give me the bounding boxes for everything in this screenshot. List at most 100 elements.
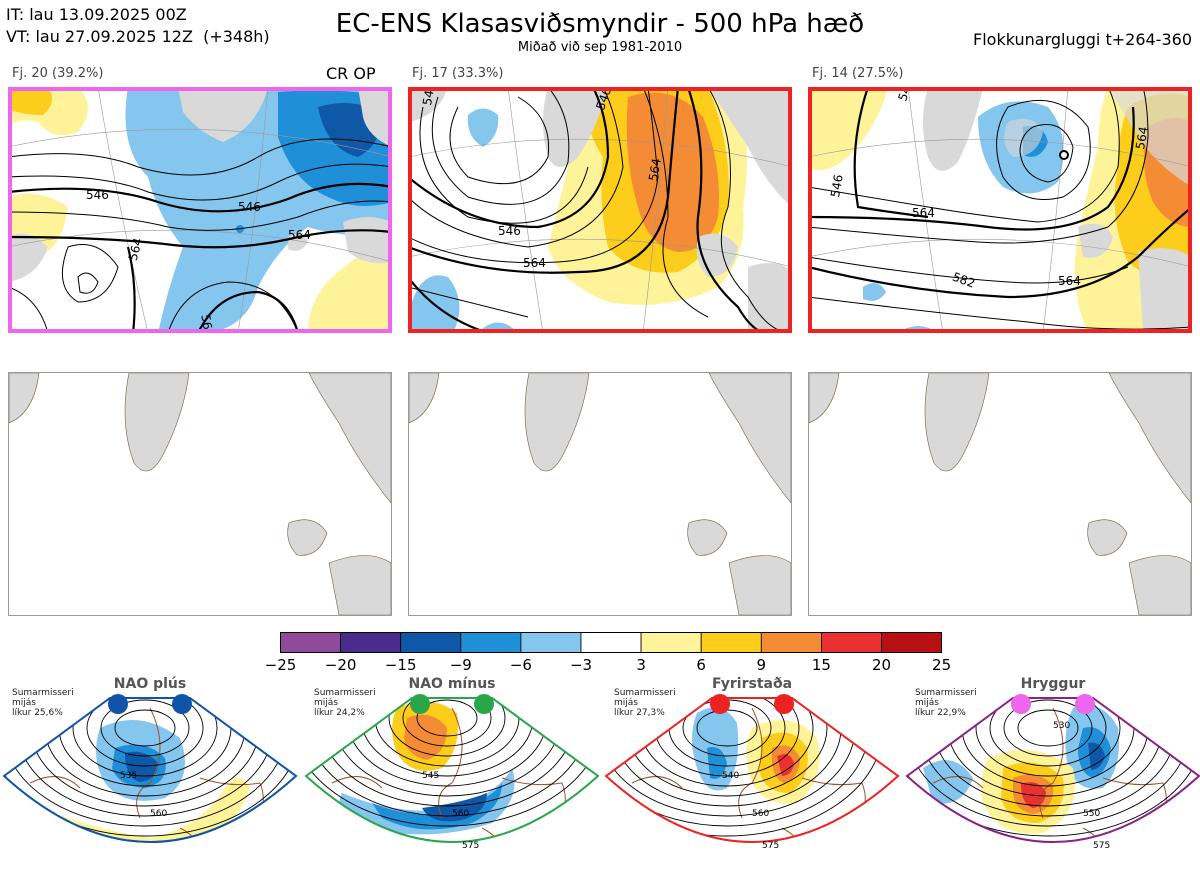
colorbar-tick-label: −15: [384, 656, 417, 674]
contour-label: 564: [646, 157, 664, 182]
empty-map-3[interactable]: [808, 372, 1192, 616]
regime-title: NAO plús: [113, 676, 187, 692]
regime-title: Fyrirstaða: [711, 676, 793, 692]
regime-dot-icon: [172, 694, 192, 714]
colorbar-tick-label: 9: [756, 656, 767, 674]
regime-dot-icon: [774, 694, 794, 714]
cluster-3-map[interactable]: 546 546 564 564 582 564: [808, 87, 1192, 333]
colorbar-tick-label: −6: [509, 656, 532, 674]
valid-time: VT: lau 27.09.2025 12Z (+348h): [6, 27, 270, 46]
contour-label: 564: [126, 236, 145, 262]
height-contour: [907, 698, 1199, 837]
regime-map[interactable]: 530 550 575: [903, 688, 1200, 868]
cluster-1-map[interactable]: 546 546 564 564 564: [8, 87, 392, 333]
empty-map-2[interactable]: [408, 372, 792, 616]
contour-label: 540: [722, 771, 739, 781]
regime-dot-icon: [710, 694, 730, 714]
colorbar-cell: [460, 632, 522, 653]
colorbar-cell: [340, 632, 402, 653]
colorbar-cell: [520, 632, 582, 653]
coastline: [29, 707, 264, 842]
colorbar-cell: [640, 632, 702, 653]
run-info: IT: lau 13.09.2025 00Z VT: lau 27.09.2025…: [6, 4, 270, 48]
cluster-2-map[interactable]: 546 546 564 546 564: [408, 87, 792, 333]
contour-label: 575: [462, 841, 479, 851]
regime-note: Sumarmisseri mijás líkur 22,9%: [915, 688, 977, 718]
contour-label: 560: [452, 809, 469, 819]
cluster-frame: [8, 87, 392, 333]
contour-label: 564: [288, 228, 311, 242]
regime-title: NAO mínus: [408, 676, 496, 692]
regime-map[interactable]: 540 560 575: [602, 688, 902, 868]
contour-label: 575: [1093, 841, 1110, 851]
coastline: [932, 707, 1167, 842]
anomaly-area: [707, 747, 727, 779]
regime-dot-icon: [1011, 694, 1031, 714]
contour-label: 575: [762, 841, 779, 851]
regime-dot-icon: [474, 694, 494, 714]
colorbar-tick-label: −20: [324, 656, 357, 674]
colorbar-cell: [280, 632, 341, 653]
cluster-1-label: Fj. 20 (39.2%): [12, 66, 104, 81]
contour-label: 546: [498, 224, 521, 238]
contour-label: 564: [1058, 274, 1081, 288]
anomaly-area: [923, 760, 973, 804]
anomaly-area: [1013, 854, 1043, 862]
colorbar: [280, 632, 942, 653]
regime-frame: [304, 697, 600, 843]
regime-note: Sumarmisseri mijás líkur 27,3%: [614, 688, 676, 718]
regime-map[interactable]: 535 560: [0, 688, 300, 868]
regime-map[interactable]: 545 560 575: [302, 688, 602, 868]
regime-note: Sumarmisseri mijás líkur 24,2%: [314, 688, 376, 718]
cluster-frame: [808, 87, 1192, 333]
contour-label: 546: [828, 173, 846, 198]
regime-frame: [604, 697, 900, 843]
colorbar-tick-label: 15: [811, 656, 831, 674]
contour-label: 546: [86, 188, 109, 202]
colorbar-tick-label: −9: [449, 656, 472, 674]
contour-label: 564: [912, 206, 935, 220]
anomaly-area: [404, 714, 447, 760]
height-contour: [1003, 699, 1093, 757]
colorbar-tick-label: 20: [871, 656, 892, 674]
contour-label: 546: [238, 200, 261, 214]
anomaly-area: [125, 751, 158, 782]
height-contour: [1017, 709, 1079, 747]
height-contour: [114, 709, 176, 747]
colorbar-cell: [760, 632, 822, 653]
contour-label: 564: [1133, 125, 1151, 150]
colorbar-cell: [700, 632, 762, 653]
colorbar-cell: [881, 632, 942, 653]
colorbar-tick-label: −3: [569, 656, 593, 674]
regime-dot-icon: [108, 694, 128, 714]
cluster-frame: [408, 87, 792, 333]
page-subtitle: Miðað við sep 1981-2010: [517, 40, 683, 55]
colorbar-cell: [580, 632, 642, 653]
contour-label: 530: [1053, 721, 1070, 731]
contour-label: 560: [150, 809, 167, 819]
height-contour: [416, 699, 478, 737]
empty-map-1[interactable]: [8, 372, 392, 616]
colorbar-cell: [400, 632, 462, 653]
regime-dot-icon: [1075, 694, 1095, 714]
coastline: [631, 707, 866, 842]
contour-label: 560: [752, 809, 769, 819]
height-contour: [4, 698, 296, 837]
contour-label: 545: [422, 771, 439, 781]
colorbar-tick-label: 3: [636, 656, 646, 674]
anomaly-area: [372, 783, 502, 830]
cluster-2-label: Fj. 17 (33.3%): [412, 66, 504, 81]
height-contour: [975, 698, 1121, 777]
colorbar-tick-label: −25: [264, 656, 297, 674]
regime-frame: [2, 697, 298, 843]
regime-dot-icon: [410, 694, 430, 714]
height-contour: [388, 698, 506, 757]
regime-note: Sumarmisseri mijás líkur 25,6%: [12, 688, 74, 718]
cluster-3-label: Fj. 14 (27.5%): [812, 66, 904, 81]
coastline: [331, 707, 566, 842]
regime-frame: [905, 697, 1200, 843]
anomaly-area: [1088, 742, 1105, 770]
height-contour: [989, 698, 1107, 767]
height-contour: [402, 698, 492, 747]
cluster-1-badge: CR OP: [326, 64, 376, 83]
